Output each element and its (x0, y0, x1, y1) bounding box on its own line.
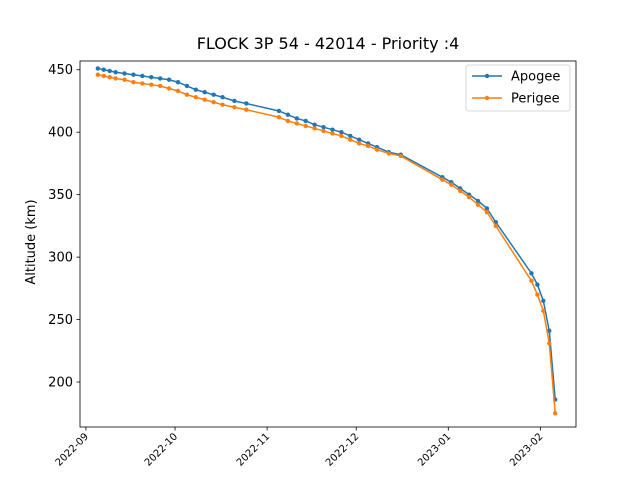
perigee-point (398, 153, 403, 159)
perigee-point (303, 123, 308, 129)
perigee-point (211, 100, 216, 105)
perigee-point (493, 223, 499, 229)
perigee-point (535, 292, 540, 297)
legend-apogee-marker (484, 73, 490, 79)
chart-title: FLOCK 3P 54 - 42014 - Priority :4 (197, 34, 460, 53)
apogee-point (220, 95, 225, 100)
perigee-point (321, 128, 326, 134)
perigee-point (484, 209, 490, 215)
perigee-point (386, 151, 392, 156)
perigee-point (113, 76, 118, 81)
y-tick-label: 250 (48, 313, 73, 328)
apogee-point (529, 271, 534, 276)
legend-perigee-marker (484, 95, 490, 101)
perigee-point (131, 80, 136, 85)
apogee-point (166, 77, 172, 82)
legend: Apogee Perigee (465, 64, 571, 112)
apogee-point (101, 67, 106, 72)
perigee-point (175, 88, 181, 94)
apogee-point (244, 101, 249, 106)
y-tick-label: 200 (48, 376, 73, 391)
apogee-point (294, 116, 300, 121)
apogee-point (140, 73, 145, 79)
perigee-point (285, 118, 291, 124)
apogee-point (276, 108, 282, 114)
perigee-point (553, 411, 558, 416)
apogee-point (547, 328, 552, 334)
apogee-point (157, 76, 163, 81)
perigee-point (149, 82, 154, 87)
perigee-point (365, 143, 371, 149)
perigee-point (193, 95, 199, 100)
apogee-point (122, 71, 127, 76)
apogee-point (339, 130, 344, 135)
perigee-point (440, 177, 445, 182)
plot-area (95, 66, 558, 416)
perigee-point (122, 77, 127, 82)
apogee-point (202, 90, 207, 95)
apogee-point (113, 70, 118, 75)
perigee-point (294, 121, 300, 126)
apogee-point (232, 98, 237, 104)
perigee-point (457, 188, 463, 194)
perigee-point (529, 278, 534, 284)
perigee-point (95, 72, 101, 77)
apogee-point (131, 72, 136, 77)
perigee-point (244, 107, 249, 112)
apogee-point (330, 127, 335, 132)
perigee-point (232, 105, 237, 110)
perigee-point (374, 147, 380, 152)
perigee-point (202, 97, 207, 102)
perigee-point (449, 182, 454, 187)
apogee-point (184, 83, 190, 89)
apogee-point (285, 112, 291, 117)
apogee-point (321, 125, 326, 130)
apogee-point (95, 66, 101, 71)
y-tick-label: 350 (48, 188, 73, 203)
apogee-point (475, 198, 481, 204)
apogee-point (107, 68, 112, 74)
perigee-point (166, 86, 172, 91)
apogee-point (303, 118, 308, 124)
apogee-point (149, 75, 154, 80)
perigee-point (101, 73, 106, 79)
perigee-point (541, 308, 546, 314)
perigee-point (312, 126, 317, 131)
perigee-point (348, 137, 353, 142)
apogee-point (535, 282, 540, 287)
y-tick-label: 400 (48, 126, 73, 141)
y-axis-label: Altitude (km) (24, 199, 39, 284)
perigee-point (140, 81, 145, 86)
perigee-point (220, 102, 225, 107)
perigee-point (356, 141, 362, 146)
perigee-point (547, 341, 552, 346)
apogee-point (356, 137, 362, 142)
apogee-point (484, 206, 490, 211)
apogee-point (312, 122, 317, 127)
plot-frame (79, 60, 577, 428)
perigee-point (184, 92, 190, 97)
perigee-point (475, 202, 481, 207)
apogee-point (193, 87, 199, 92)
apogee-point (175, 80, 181, 85)
perigee-point (276, 115, 282, 120)
apogee-point (348, 133, 353, 139)
y-tick-label: 450 (48, 63, 73, 78)
apogee-point (541, 298, 546, 304)
legend-perigee-label: Perigee (511, 92, 560, 107)
y-tick-label: 300 (48, 251, 73, 266)
perigee-point (157, 83, 163, 89)
perigee-point (339, 133, 344, 139)
perigee-point (330, 131, 335, 136)
perigee-point (107, 75, 112, 80)
apogee-point (211, 92, 216, 97)
perigee-point (466, 194, 472, 200)
legend-apogee-label: Apogee (511, 70, 560, 85)
